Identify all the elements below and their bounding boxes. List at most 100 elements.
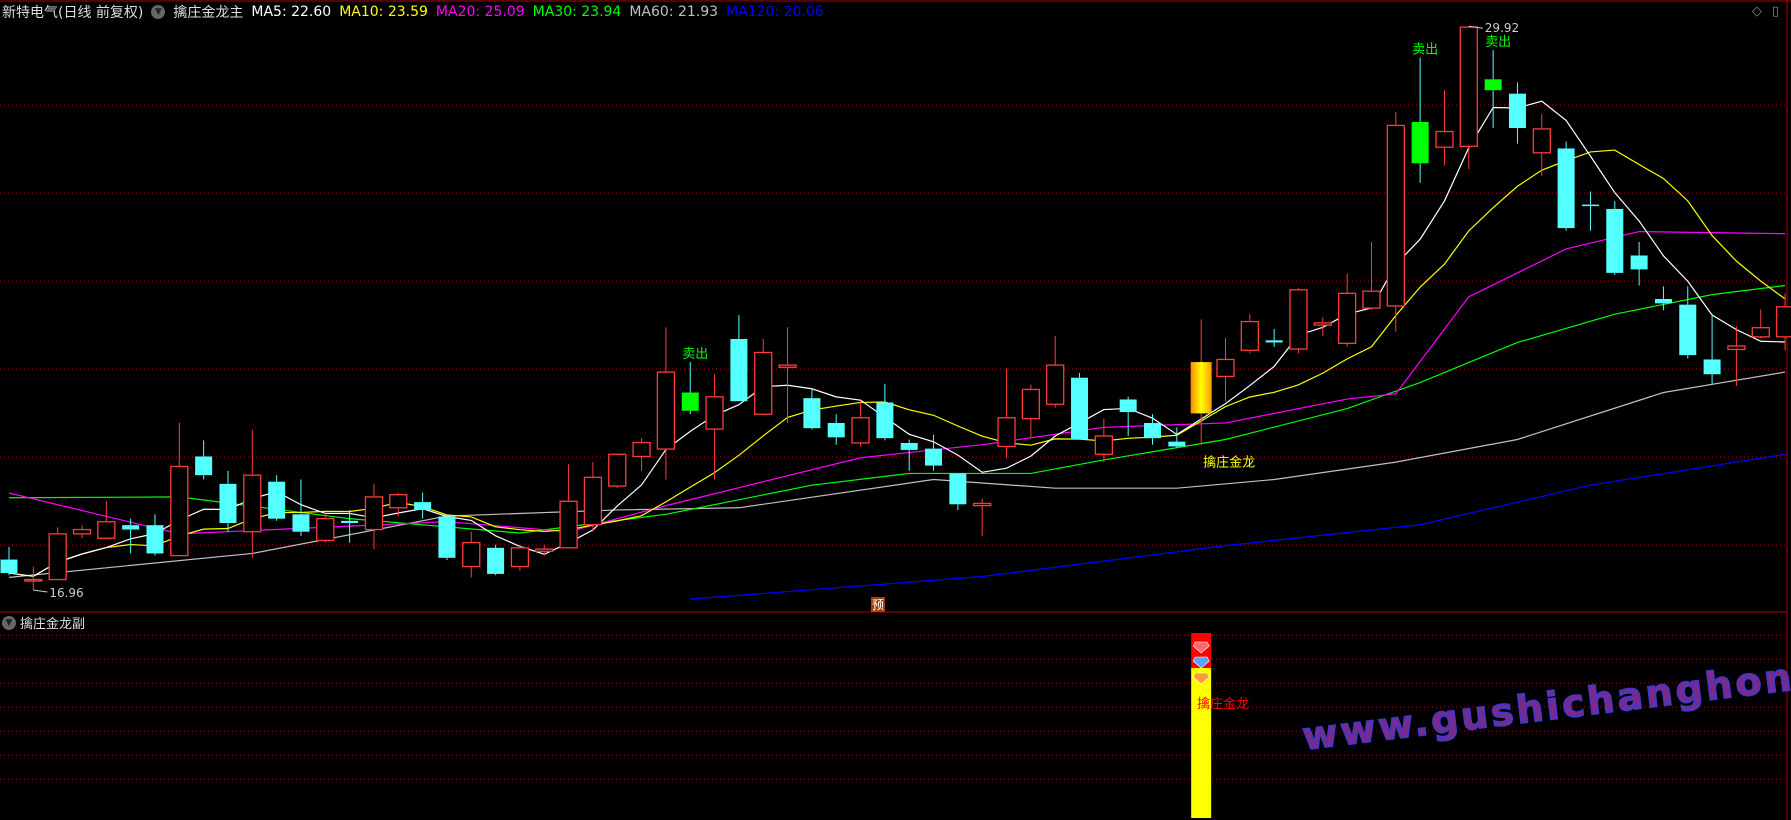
candle[interactable] [1094, 418, 1113, 463]
candle[interactable] [1435, 90, 1454, 166]
candle[interactable] [608, 453, 627, 489]
candle[interactable] [705, 374, 724, 480]
diamond-icon[interactable]: ◇ [1751, 4, 1762, 19]
candle[interactable] [730, 315, 748, 402]
candle[interactable] [97, 501, 116, 539]
candle[interactable] [72, 525, 92, 539]
candle[interactable] [1459, 26, 1478, 169]
candle[interactable] [510, 544, 530, 571]
candle[interactable] [462, 531, 481, 578]
candle[interactable] [1727, 326, 1746, 386]
sell-signal-candle[interactable]: 卖出 [1411, 43, 1439, 183]
candle[interactable] [1240, 314, 1259, 354]
candle[interactable] [1654, 286, 1672, 311]
indicator-name[interactable]: 擒庄金龙主 [173, 5, 244, 21]
candle[interactable] [292, 479, 310, 537]
candle[interactable] [1046, 335, 1065, 408]
candle[interactable] [24, 566, 43, 590]
candle-body [438, 516, 456, 558]
candle[interactable] [1362, 242, 1381, 310]
candle[interactable] [925, 434, 943, 471]
ma30-line [8, 284, 1786, 534]
candle[interactable] [122, 518, 140, 554]
candle[interactable] [1557, 141, 1575, 231]
candle[interactable] [851, 401, 870, 447]
candle[interactable] [1581, 191, 1599, 231]
candle[interactable] [1216, 338, 1235, 402]
candle[interactable] [827, 414, 845, 445]
candle[interactable] [632, 438, 651, 471]
candle[interactable] [1386, 111, 1405, 332]
candle-body [1386, 124, 1405, 307]
candle[interactable] [559, 464, 578, 549]
candle[interactable] [414, 492, 432, 519]
candle[interactable] [1751, 309, 1770, 339]
candle[interactable] [195, 440, 213, 480]
candle[interactable] [876, 383, 894, 441]
candle-body [559, 500, 578, 549]
candle[interactable] [1630, 242, 1648, 286]
candle[interactable] [1119, 396, 1137, 437]
ma20-value: MA20: 25.09 [435, 4, 525, 20]
candle[interactable] [997, 368, 1016, 458]
candle[interactable] [583, 462, 603, 532]
candle[interactable] [803, 388, 821, 430]
candle[interactable] [778, 327, 797, 423]
sell-signal-candle[interactable]: 卖出 [1484, 35, 1512, 129]
candle[interactable] [1289, 288, 1308, 354]
candle[interactable] [1338, 273, 1357, 347]
gold-signal-candle[interactable] [1190, 319, 1212, 445]
candle-body [535, 548, 554, 552]
candle[interactable] [0, 546, 18, 576]
candle[interactable] [535, 544, 554, 556]
red-gem-icon [1192, 641, 1210, 654]
candle[interactable] [146, 514, 164, 556]
candle-body [1313, 322, 1332, 326]
candle-body [1508, 93, 1526, 129]
candle[interactable] [973, 498, 992, 537]
chart-header: 新特电气(日线 前复权) ▼ 擒庄金龙主 MA5: 22.60 MA10: 23… [2, 2, 824, 22]
candle[interactable] [268, 475, 286, 521]
candle[interactable] [754, 339, 773, 415]
ma10-value: MA10: 23.59 [339, 4, 428, 20]
candle[interactable] [1265, 329, 1283, 347]
high-price-label: 29.92 [1485, 21, 1519, 35]
candle[interactable] [438, 514, 456, 560]
candle[interactable] [1144, 414, 1162, 445]
candle[interactable] [1071, 372, 1089, 440]
candle[interactable] [316, 512, 335, 543]
sell-label: 卖出 [682, 347, 708, 362]
candle[interactable] [949, 473, 967, 510]
candle-body [876, 402, 894, 439]
candle[interactable] [341, 509, 359, 543]
candle[interactable] [1508, 82, 1526, 144]
candle-body [1362, 290, 1381, 309]
candle[interactable] [1775, 293, 1791, 351]
candle[interactable] [364, 483, 384, 550]
candle[interactable] [389, 492, 408, 517]
candle[interactable] [1021, 384, 1041, 438]
candle[interactable] [170, 422, 189, 557]
candle[interactable] [1313, 317, 1332, 336]
candle[interactable] [1168, 427, 1186, 448]
low-price-label: 16.96 [49, 586, 83, 600]
candle-body [316, 518, 335, 542]
candle[interactable] [656, 327, 676, 480]
candle[interactable] [487, 544, 505, 576]
dropdown-icon[interactable]: ▼ [2, 615, 16, 630]
sub-panel-title[interactable]: 擒庄金龙副 [20, 617, 86, 632]
candle[interactable] [900, 439, 918, 471]
candle[interactable] [1679, 286, 1697, 359]
candle[interactable] [243, 429, 262, 558]
candle[interactable] [48, 527, 67, 581]
panel-toggle-icon[interactable]: ▯ [1771, 4, 1779, 19]
candle[interactable] [219, 470, 237, 532]
dropdown-icon[interactable]: ▼ [151, 5, 166, 19]
candle[interactable] [1703, 313, 1721, 385]
candle[interactable] [1606, 201, 1624, 276]
candle[interactable] [1532, 114, 1551, 176]
candle-body [1411, 121, 1429, 164]
sell-signal-candle[interactable]: 卖出 [681, 347, 709, 415]
forecast-badge[interactable] [871, 597, 885, 612]
